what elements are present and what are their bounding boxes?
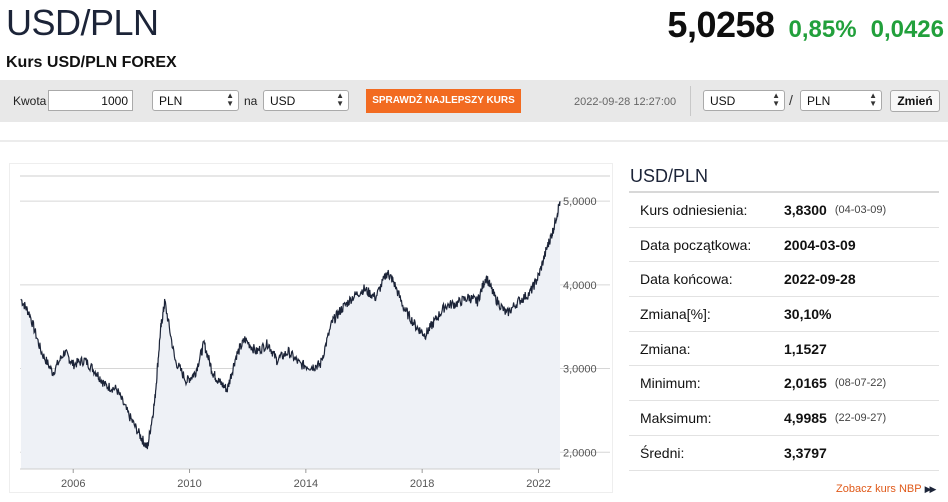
stats-title: USD/PLN xyxy=(629,160,939,193)
pair-separator: / xyxy=(789,92,793,108)
stats-label: Średni: xyxy=(640,444,685,461)
page-subtitle: Kurs USD/PLN FOREX xyxy=(6,54,177,71)
stats-row: Maksimum: 4,9985 (22-09-27) xyxy=(629,401,939,436)
x-tick-label: 2010 xyxy=(177,478,201,490)
pair-quote-select[interactable]: PLN ▲ ▼ xyxy=(800,90,882,111)
stats-date: (22-09-27) xyxy=(834,411,887,424)
pair-base-value: USD xyxy=(710,94,736,108)
amount-input[interactable] xyxy=(48,90,133,111)
change-absolute: 0,0426 xyxy=(870,16,944,43)
stats-value: 30,10% xyxy=(784,305,832,322)
amount-label: Kwota xyxy=(13,94,47,108)
stats-label: Minimum: xyxy=(640,375,701,392)
stats-row: Data początkowa: 2004-03-09 xyxy=(629,228,939,263)
section-divider xyxy=(0,140,948,142)
select-arrows-icon: ▲ ▼ xyxy=(869,91,877,108)
converter-toolbar: Kwota PLN ▲▼ na USD ▲▼ SPRAWDŹ NAJLEPSZY… xyxy=(0,80,948,122)
price-chart: 2,0000 3,0000 4,0000 5,0000 2006 2010 2014 2018… xyxy=(9,163,613,493)
stats-date: (04-03-09) xyxy=(834,203,887,216)
quote-block: 5,0258 0,85% 0,0426 xyxy=(667,4,944,46)
from-currency-select[interactable]: PLN ▲ ▼ xyxy=(152,90,239,111)
pair-quote-value: PLN xyxy=(807,94,831,108)
pair-base-select[interactable]: USD ▲ ▼ xyxy=(703,90,785,111)
select-arrows-icon: ▲ ▼ xyxy=(226,91,234,108)
y-tick-label: 3,0000 xyxy=(563,364,597,376)
stats-label: Data początkowa: xyxy=(640,236,752,253)
to-currency-select[interactable]: USD ▲ ▼ xyxy=(263,90,349,111)
stats-label: Zmiana: xyxy=(640,340,691,357)
stats-value: 2004-03-09 xyxy=(784,236,856,253)
stats-label: Maksimum: xyxy=(640,409,712,426)
x-tick-label: 2018 xyxy=(410,478,434,490)
stats-value: 2022-09-28 xyxy=(784,271,856,288)
y-tick-label: 2,0000 xyxy=(563,447,597,459)
stats-value: 3,3797 xyxy=(784,444,827,461)
stats-row: Kurs odniesienia: 3,8300 (04-03-09) xyxy=(629,193,939,228)
series-area xyxy=(20,201,560,469)
current-price: 5,0258 xyxy=(667,4,775,45)
stats-row: Minimum: 2,0165 (08-07-22) xyxy=(629,366,939,402)
stats-label: Zmiana[%]: xyxy=(640,305,711,322)
toolbar-divider xyxy=(690,86,691,116)
nbp-rate-link[interactable]: Zobacz kurs NBP ▶▶ xyxy=(836,483,937,495)
stats-date: (08-07-22) xyxy=(834,377,887,390)
change-pair-button[interactable]: Zmień xyxy=(890,90,940,112)
price-chart-svg: 2,0000 3,0000 4,0000 5,0000 2006 2010 2014 2018… xyxy=(20,175,610,490)
select-arrows-icon: ▲ ▼ xyxy=(336,91,344,108)
y-tick-label: 4,0000 xyxy=(563,280,597,292)
change-percent: 0,85% xyxy=(788,16,857,43)
y-tick-label: 5,0000 xyxy=(563,196,597,208)
page-title: USD/PLN xyxy=(6,2,159,43)
stats-row: Data końcowa: 2022-09-28 xyxy=(629,262,939,298)
stats-table: Kurs odniesienia: 3,8300 (04-03-09) Data po… xyxy=(629,193,939,471)
x-tick-label: 2006 xyxy=(61,478,85,490)
stats-row: Średni: 3,3797 xyxy=(629,436,939,471)
stats-label: Kurs odniesienia: xyxy=(640,201,748,218)
from-currency-value: PLN xyxy=(159,94,183,108)
stats-label: Data końcowa: xyxy=(640,271,733,288)
select-arrows-icon: ▲ ▼ xyxy=(772,91,780,108)
stats-value: 2,0165 xyxy=(784,375,827,392)
best-rate-button[interactable]: SPRAWDŹ NAJLEPSZY KURS xyxy=(366,89,521,113)
stats-value: 1,1527 xyxy=(784,340,827,357)
to-currency-value: USD xyxy=(270,94,296,108)
quote-datetime: 2022-09-28 12:27:00 xyxy=(574,96,677,108)
stats-value: 4,9985 xyxy=(784,409,827,426)
stats-row: Zmiana: 1,1527 xyxy=(629,332,939,367)
nbp-link-text: Zobacz kurs NBP xyxy=(836,483,922,495)
x-tick-label: 2014 xyxy=(294,478,318,490)
to-label: na xyxy=(244,94,258,108)
x-tick-label: 2022 xyxy=(526,478,550,490)
stats-row: Zmiana[%]: 30,10% xyxy=(629,297,939,332)
stats-value: 3,8300 xyxy=(784,201,827,218)
stats-panel: USD/PLN Kurs odniesienia: 3,8300 (04-03-09… xyxy=(629,160,939,471)
series-line xyxy=(20,201,561,450)
double-arrow-right-icon: ▶▶ xyxy=(924,484,937,494)
